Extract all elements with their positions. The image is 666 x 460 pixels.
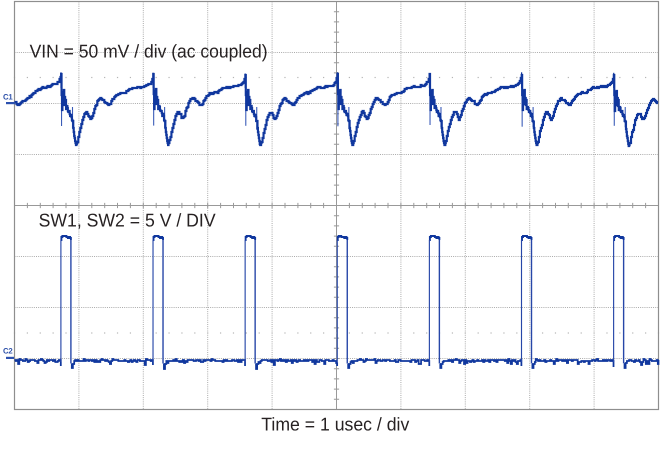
- svg-text:VIN = 50 mV / div (ac coupled): VIN = 50 mV / div (ac coupled): [30, 41, 268, 62]
- svg-text:C1: C1: [3, 93, 13, 102]
- svg-text:SW1, SW2 = 5 V / DIV: SW1, SW2 = 5 V / DIV: [39, 209, 217, 230]
- svg-text:Time = 1 usec / div: Time = 1 usec / div: [261, 413, 410, 434]
- svg-text:C2: C2: [3, 347, 13, 356]
